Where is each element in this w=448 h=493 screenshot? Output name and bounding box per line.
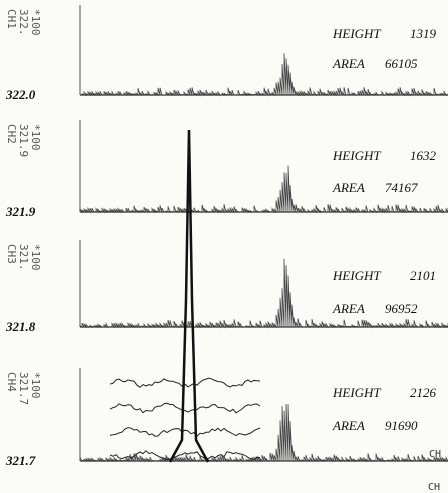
overlay-trace	[109, 402, 261, 414]
trace	[79, 53, 448, 97]
overlay-trace	[109, 450, 261, 461]
channel-label: 321.	[17, 244, 30, 271]
area-key: AREA	[332, 56, 365, 71]
channel-label: *100	[29, 244, 42, 271]
area-value: 74167	[385, 180, 418, 195]
height-key: HEIGHT	[332, 26, 381, 41]
channel-label: CH1	[5, 9, 18, 29]
height-value: 1632	[410, 148, 437, 163]
baseline-label: 321.7	[5, 453, 36, 468]
height-value: 2101	[410, 268, 436, 283]
main-peak	[168, 129, 210, 463]
overlay-trace	[109, 427, 261, 437]
channel-label: CH2	[5, 124, 18, 144]
height-key: HEIGHT	[332, 385, 381, 400]
channel-label: CH4	[5, 372, 18, 392]
channel-label: 321.7	[17, 372, 30, 405]
height-value: 2126	[410, 385, 437, 400]
baseline-label: 321.8	[5, 319, 36, 334]
area-value: 91690	[385, 418, 418, 433]
area-value: 96952	[385, 301, 418, 316]
channel-label: 322.	[17, 9, 30, 36]
baseline-label: 322.0	[5, 87, 36, 102]
channel-label: *100	[29, 124, 42, 151]
area-key: AREA	[332, 418, 365, 433]
area-key: AREA	[332, 180, 365, 195]
channel-label: *100	[29, 9, 42, 36]
area-key: AREA	[332, 301, 365, 316]
overlay-trace	[109, 377, 261, 388]
stray-label: CH	[428, 482, 440, 493]
stray-label: CH	[429, 449, 441, 460]
channel-label: *100	[29, 372, 42, 399]
baseline-label: 321.9	[5, 204, 36, 219]
height-key: HEIGHT	[332, 268, 381, 283]
area-value: 66105	[385, 56, 418, 71]
height-value: 1319	[410, 26, 437, 41]
height-key: HEIGHT	[332, 148, 381, 163]
trace	[79, 165, 448, 214]
channel-label: 321.9	[17, 124, 30, 157]
channel-label: CH3	[5, 244, 18, 264]
